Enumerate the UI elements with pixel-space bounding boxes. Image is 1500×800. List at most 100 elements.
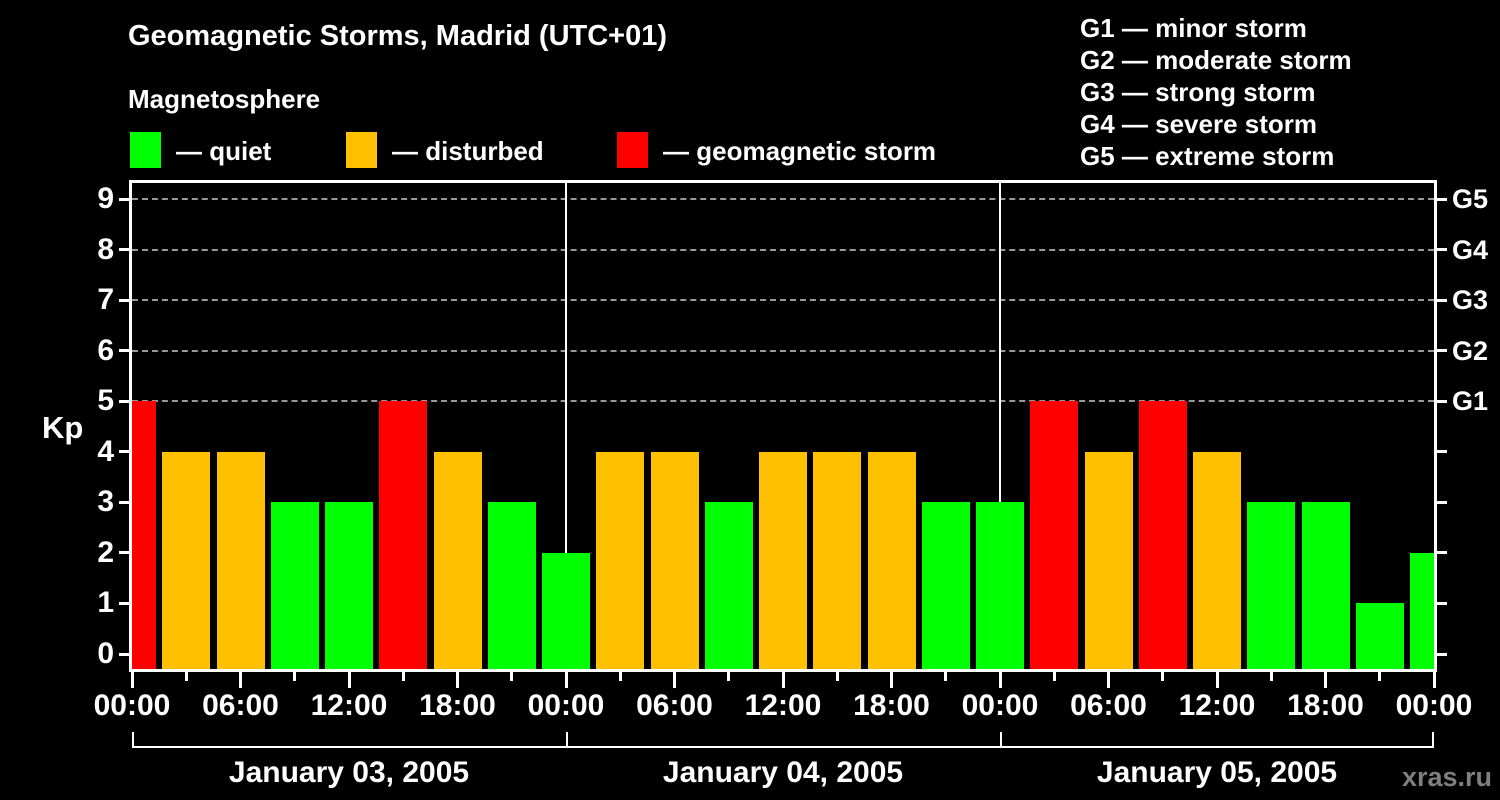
day-bracket-riser	[1432, 732, 1434, 748]
x-axis-tick	[1378, 672, 1382, 681]
plot-area	[129, 180, 1437, 672]
x-axis-time-label: 06:00	[202, 689, 279, 722]
kp-bar	[379, 401, 428, 669]
date-label: January 03, 2005	[228, 756, 470, 789]
x-axis-tick	[184, 672, 188, 681]
kp-bar	[813, 451, 862, 669]
gridline-kp9	[132, 198, 1434, 200]
kp-bar	[132, 401, 156, 669]
kp-bar	[867, 451, 916, 669]
chart-subtitle: Magnetosphere	[128, 84, 321, 114]
x-axis-tick	[510, 672, 514, 681]
day-bracket-riser	[1000, 732, 1002, 748]
gridline-kp7	[132, 299, 1434, 302]
gridline-kp5	[132, 400, 1434, 403]
day-bracket-riser	[132, 732, 134, 748]
x-axis-time-label: 12:00	[310, 689, 388, 722]
y-axis-tick-left	[119, 248, 129, 252]
date-label: January 05, 2005	[1096, 756, 1338, 789]
kp-bar	[1247, 502, 1296, 669]
y-axis-tick-left	[119, 551, 129, 555]
kp-bar	[216, 451, 265, 669]
disturbed-swatch	[346, 132, 377, 168]
y-axis-label: 8	[97, 232, 114, 266]
x-axis-time-label: 00:00	[1395, 689, 1473, 722]
y-axis-tick-right	[1437, 450, 1447, 454]
y-axis-tick-left	[119, 399, 129, 403]
kp-bar	[704, 502, 753, 669]
gridline-kp8	[132, 248, 1434, 251]
day-bracket-riser	[566, 732, 568, 748]
y-axis-tick-right	[1437, 399, 1447, 403]
geomagnetic-storm-swatch	[617, 132, 648, 168]
y-axis-label: 3	[97, 485, 114, 519]
x-axis-tick	[1052, 672, 1056, 681]
y-axis-label: 1	[97, 586, 114, 620]
kp-bar	[1193, 451, 1241, 669]
x-axis-time-label: 18:00	[419, 689, 496, 722]
g-scale-row: G1 — minor storm	[1080, 13, 1307, 43]
day-separator	[565, 183, 567, 669]
y-axis-tick-right	[1437, 349, 1447, 353]
x-axis-tick	[401, 672, 405, 681]
kp-bar	[976, 502, 1024, 669]
x-axis-tick	[1161, 672, 1165, 681]
y-axis-tick-left	[119, 298, 129, 302]
g-level-label: G5	[1452, 184, 1489, 214]
y-axis-tick-left	[119, 450, 129, 454]
g-scale-row: G2 — moderate storm	[1080, 45, 1352, 75]
x-axis-tick	[890, 672, 893, 688]
x-axis-time-label: 00:00	[961, 689, 1039, 722]
y-axis-tick-right	[1437, 652, 1447, 656]
x-axis-time-label: 00:00	[93, 689, 171, 722]
x-axis-tick	[1324, 672, 1327, 688]
x-axis-tick	[293, 672, 297, 681]
legend-label: — geomagnetic storm	[663, 136, 937, 166]
kp-bar	[1138, 401, 1187, 669]
day-bracket	[132, 746, 566, 748]
y-axis-label: 7	[97, 283, 114, 317]
kp-bar	[650, 451, 699, 669]
g-level-label: G2	[1452, 335, 1489, 366]
x-axis-tick	[564, 672, 568, 688]
y-axis-label: 6	[97, 333, 114, 367]
x-axis-tick	[1107, 672, 1110, 688]
y-axis-tick-left	[119, 349, 129, 353]
kp-bar	[759, 451, 807, 669]
x-axis-tick	[835, 672, 839, 681]
kp-bar	[325, 502, 373, 669]
kp-bar	[1410, 552, 1434, 669]
x-axis-time-label: 18:00	[1287, 689, 1364, 722]
g-scale-legend: G1 — minor storm G2 — moderate storm G3 — …	[1080, 12, 1352, 172]
kp-bar	[433, 451, 482, 669]
kp-bar	[1355, 603, 1404, 669]
y-axis-label: 9	[97, 182, 114, 215]
y-axis-label: 2	[97, 535, 114, 569]
x-axis-tick	[130, 672, 134, 688]
g-scale-row: G4 — severe storm	[1080, 109, 1318, 139]
y-axis-label: 0	[97, 637, 114, 670]
y-axis-tick-right	[1437, 197, 1447, 201]
legend-label: — quiet	[176, 136, 272, 166]
y-axis-tick-left	[119, 652, 129, 656]
x-axis-tick	[618, 672, 622, 681]
y-axis-tick-right	[1437, 500, 1447, 504]
x-axis-time-label: 06:00	[1070, 689, 1147, 722]
x-axis-tick	[1215, 672, 1219, 688]
x-axis-tick	[456, 672, 459, 688]
x-axis-tick	[998, 672, 1002, 688]
y-axis-tick-left	[119, 500, 129, 504]
y-axis-tick-left	[119, 197, 129, 201]
gridline-kp6	[132, 349, 1434, 352]
x-axis-time-label: 12:00	[1178, 689, 1256, 722]
x-axis-time-label: 12:00	[744, 689, 822, 722]
kp-bar	[542, 552, 590, 669]
x-axis-tick	[727, 672, 731, 681]
page-title: Geomagnetic Storms, Madrid (UTC+01)	[128, 20, 668, 52]
x-axis-tick	[347, 672, 351, 688]
g-scale-row: G3 — strong storm	[1080, 77, 1316, 107]
kp-bar	[596, 451, 645, 669]
x-axis-tick	[944, 672, 948, 681]
legend-label: — disturbed	[392, 136, 544, 166]
date-label: January 04, 2005	[662, 756, 904, 789]
